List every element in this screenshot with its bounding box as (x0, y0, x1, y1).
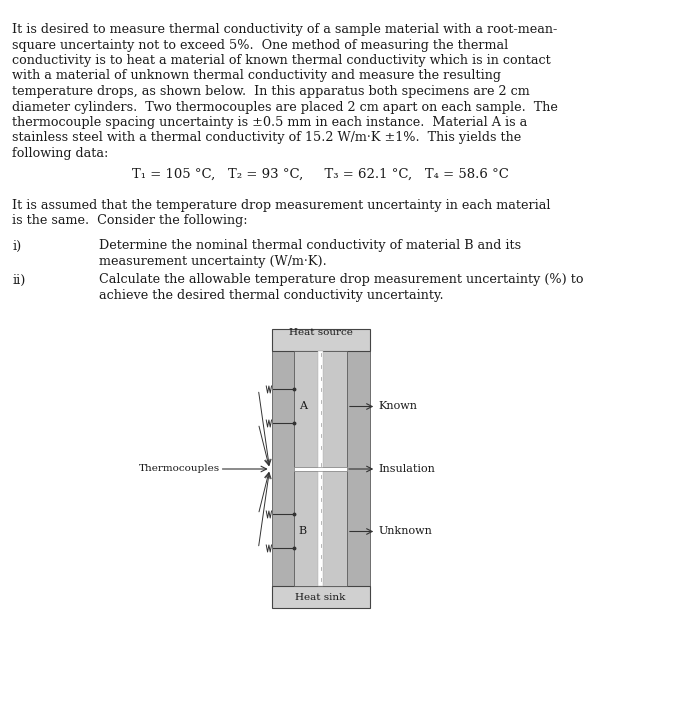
Text: B: B (299, 526, 307, 536)
Bar (271, 587, 370, 608)
Text: A: A (299, 401, 307, 411)
Text: Unknown: Unknown (378, 526, 432, 536)
Text: stainless steel with a thermal conductivity of 15.2 W/m·K ±1%.  This yields the: stainless steel with a thermal conductiv… (12, 131, 522, 144)
Text: diameter cylinders.  Two thermocouples are placed 2 cm apart on each sample.  Th: diameter cylinders. Two thermocouples ar… (12, 101, 558, 113)
Text: measurement uncertainty (W/m·K).: measurement uncertainty (W/m·K). (99, 255, 327, 268)
Text: following data:: following data: (12, 147, 109, 160)
Text: It is desired to measure thermal conductivity of a sample material with a root-m: It is desired to measure thermal conduct… (12, 23, 558, 36)
Text: temperature drops, as shown below.  In this apparatus both specimens are 2 cm: temperature drops, as shown below. In th… (12, 85, 530, 98)
Text: Known: Known (378, 401, 417, 411)
Bar (294, 471, 347, 587)
Bar (294, 352, 347, 467)
Bar (271, 330, 370, 352)
Text: ii): ii) (12, 274, 26, 286)
Text: Heat source: Heat source (288, 329, 352, 337)
Text: It is assumed that the temperature drop measurement uncertainty in each material: It is assumed that the temperature drop … (12, 198, 551, 212)
Bar (318, 352, 324, 587)
Text: T₁ = 105 °C,   T₂ = 93 °C,     T₃ = 62.1 °C,   T₄ = 58.6 °C: T₁ = 105 °C, T₂ = 93 °C, T₃ = 62.1 °C, T… (132, 167, 509, 180)
Text: thermocouple spacing uncertainty is ±0.5 mm in each instance.  Material A is a: thermocouple spacing uncertainty is ±0.5… (12, 116, 528, 129)
Text: Calculate the allowable temperature drop measurement uncertainty (%) to: Calculate the allowable temperature drop… (99, 274, 583, 286)
Text: Heat sink: Heat sink (295, 593, 345, 602)
Bar (271, 352, 294, 587)
Bar (294, 467, 347, 471)
Text: with a material of unknown thermal conductivity and measure the resulting: with a material of unknown thermal condu… (12, 70, 501, 83)
Text: Thermocouples: Thermocouples (139, 465, 220, 473)
Text: Insulation: Insulation (378, 464, 435, 474)
Bar (347, 352, 370, 587)
Text: achieve the desired thermal conductivity uncertainty.: achieve the desired thermal conductivity… (99, 289, 443, 302)
Text: i): i) (12, 240, 22, 253)
Text: Determine the nominal thermal conductivity of material B and its: Determine the nominal thermal conductivi… (99, 240, 521, 253)
Text: is the same.  Consider the following:: is the same. Consider the following: (12, 214, 248, 227)
Text: square uncertainty not to exceed 5%.  One method of measuring the thermal: square uncertainty not to exceed 5%. One… (12, 39, 509, 52)
Text: conductivity is to heat a material of known thermal conductivity which is in con: conductivity is to heat a material of kn… (12, 54, 551, 67)
